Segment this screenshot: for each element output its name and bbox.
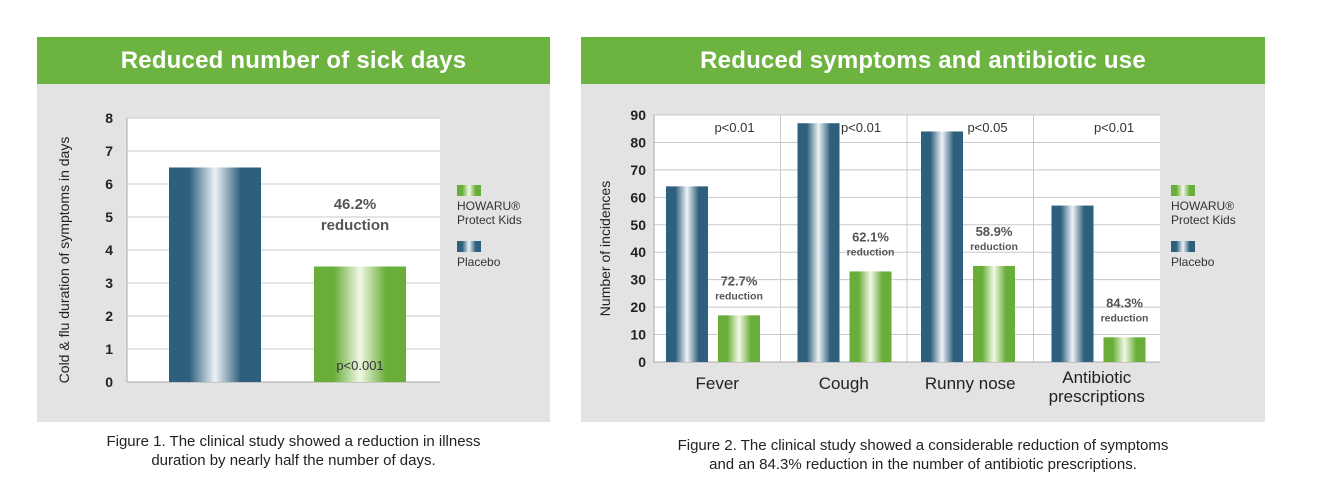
bar-howaru bbox=[1103, 337, 1146, 362]
y-tick-label: 1 bbox=[105, 341, 113, 357]
y-tick-label: 90 bbox=[630, 107, 646, 123]
bar-placebo bbox=[797, 123, 840, 362]
y-tick-label: 4 bbox=[105, 242, 113, 258]
caption-line: duration by nearly half the number of da… bbox=[151, 452, 436, 469]
x-tick-label: prescriptions bbox=[1049, 387, 1145, 406]
p-value-label: p<0.05 bbox=[967, 120, 1007, 135]
bar-howaru bbox=[314, 266, 406, 382]
chart-title: Reduced symptoms and antibiotic use bbox=[581, 37, 1265, 84]
y-tick-label: 10 bbox=[630, 327, 646, 343]
legend-swatch-howaru bbox=[457, 185, 481, 196]
y-tick-label: 70 bbox=[630, 162, 646, 178]
reduction-label: reduction bbox=[321, 217, 389, 234]
caption-line: Figure 1. The clinical study showed a re… bbox=[106, 433, 481, 450]
y-tick-label: 40 bbox=[630, 244, 646, 260]
bar-howaru bbox=[849, 271, 892, 362]
y-tick-label: 7 bbox=[105, 143, 113, 159]
reduction-percent: 58.9% bbox=[976, 224, 1013, 239]
legend-label-howaru: HOWARU® bbox=[457, 199, 520, 213]
bar-howaru bbox=[718, 315, 760, 362]
chart-title: Reduced number of sick days bbox=[37, 37, 550, 84]
y-tick-label: 8 bbox=[105, 110, 113, 126]
legend-label-howaru: HOWARU® bbox=[1171, 199, 1234, 213]
y-tick-label: 6 bbox=[105, 176, 113, 192]
y-tick-label: 80 bbox=[630, 134, 646, 150]
legend-swatch-placebo bbox=[1171, 241, 1195, 252]
x-tick-label: Fever bbox=[696, 374, 740, 393]
reduction-percent: 72.7% bbox=[721, 273, 758, 288]
chart-panel-symptoms: Reduced symptoms and antibiotic use 0 10 2… bbox=[581, 37, 1265, 422]
bar-howaru bbox=[973, 265, 1015, 362]
sick-days-chart: 0 1 2 3 4 5 6 7 8 Cold & flu duration of symptoms… bbox=[56, 110, 522, 390]
reduction-label: reduction bbox=[847, 246, 895, 258]
legend-label-howaru-sub: Protect Kids bbox=[1171, 213, 1236, 227]
symptoms-chart: 0 10 20 30 40 50 60 70 80 90 Number of incidences p… bbox=[597, 107, 1236, 406]
caption-line: and an 84.3% reduction in the number of … bbox=[709, 456, 1137, 473]
p-value-label: p<0.01 bbox=[1094, 120, 1134, 135]
p-value-label: p<0.01 bbox=[714, 120, 754, 135]
reduction-percent: 46.2% bbox=[334, 196, 377, 213]
y-tick-label: 5 bbox=[105, 209, 113, 225]
y-tick-label: 0 bbox=[638, 354, 646, 370]
y-tick-label: 60 bbox=[630, 189, 646, 205]
reduction-label: reduction bbox=[970, 241, 1018, 253]
y-tick-label: 30 bbox=[630, 272, 646, 288]
y-tick-label: 3 bbox=[105, 275, 113, 291]
y-tick-label: 50 bbox=[630, 217, 646, 233]
legend-label-placebo: Placebo bbox=[457, 255, 501, 269]
p-value-label: p<0.01 bbox=[841, 120, 881, 135]
caption-line: Figure 2. The clinical study showed a co… bbox=[677, 437, 1169, 454]
x-tick-label: Runny nose bbox=[925, 374, 1016, 393]
reduction-percent: 84.3% bbox=[1106, 295, 1143, 310]
y-tick-label: 0 bbox=[105, 374, 113, 390]
legend-label-placebo: Placebo bbox=[1171, 255, 1215, 269]
bar-placebo bbox=[169, 167, 261, 382]
reduction-label: reduction bbox=[715, 290, 763, 302]
figure-caption: Figure 1. The clinical study showed a re… bbox=[37, 432, 550, 470]
y-axis-label: Cold & flu duration of symptoms in days bbox=[56, 137, 72, 384]
reduction-label: reduction bbox=[1101, 312, 1149, 324]
chart-panel-sick-days: Reduced number of sick days 0 1 2 3 4 5 6 7 8 Col… bbox=[37, 37, 550, 422]
bar-placebo bbox=[1051, 205, 1094, 362]
reduction-percent: 62.1% bbox=[852, 229, 889, 244]
x-tick-label: Antibiotic bbox=[1062, 368, 1131, 387]
figure-caption: Figure 2. The clinical study showed a co… bbox=[581, 436, 1265, 474]
bar-placebo bbox=[921, 131, 963, 362]
x-tick-label: Cough bbox=[819, 374, 869, 393]
legend-swatch-placebo bbox=[457, 241, 481, 252]
p-value-label: p<0.001 bbox=[336, 358, 383, 373]
bar-placebo bbox=[666, 186, 708, 362]
y-tick-label: 20 bbox=[630, 299, 646, 315]
y-tick-label: 2 bbox=[105, 308, 113, 324]
legend-label-howaru-sub: Protect Kids bbox=[457, 213, 522, 227]
legend-swatch-howaru bbox=[1171, 185, 1195, 196]
y-axis-label: Number of incidences bbox=[597, 181, 613, 316]
